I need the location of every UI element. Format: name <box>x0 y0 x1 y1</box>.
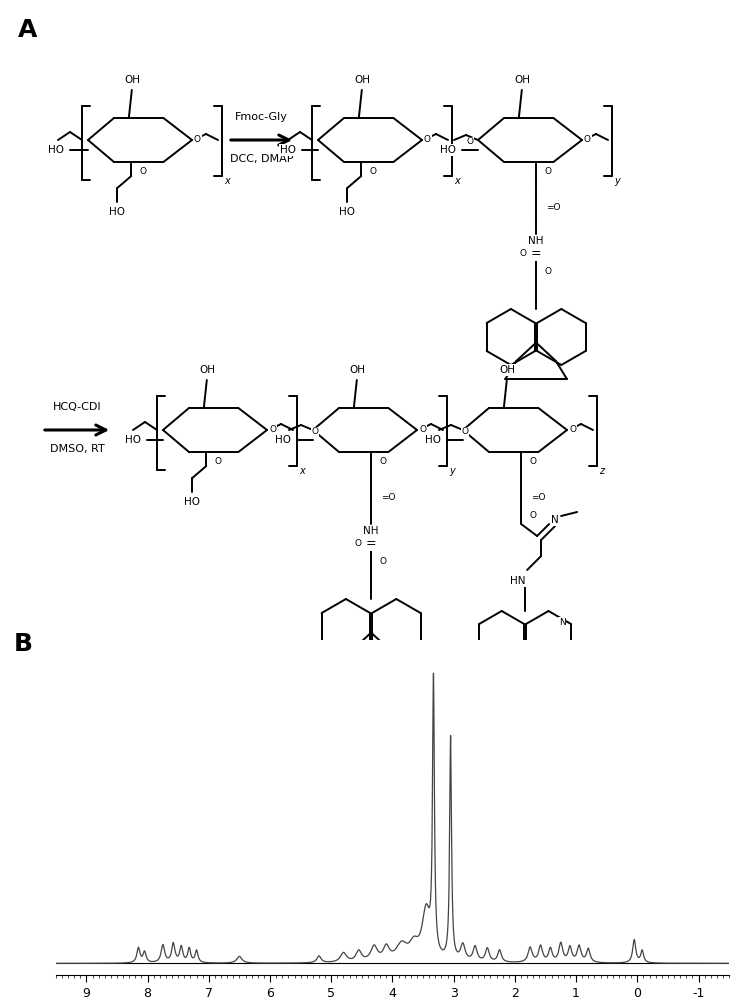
Text: O: O <box>529 512 536 520</box>
Text: O: O <box>544 267 551 276</box>
Text: O: O <box>214 458 221 466</box>
Text: x: x <box>224 176 230 186</box>
Text: x: x <box>454 176 460 186</box>
Text: DCC, DMAP: DCC, DMAP <box>230 154 293 164</box>
Text: HO: HO <box>185 497 200 507</box>
Text: O: O <box>354 540 361 548</box>
Text: Fmoc-Gly: Fmoc-Gly <box>235 112 288 122</box>
Text: OH: OH <box>125 75 141 85</box>
Text: O: O <box>194 135 201 144</box>
Text: OH: OH <box>355 75 371 85</box>
Text: O: O <box>424 135 431 144</box>
Text: O: O <box>569 426 576 434</box>
Text: =O: =O <box>531 492 545 502</box>
Text: Cl: Cl <box>489 666 499 676</box>
Text: O: O <box>312 428 318 436</box>
Text: =: = <box>366 538 376 550</box>
Text: O: O <box>139 167 147 176</box>
Text: O: O <box>519 249 526 258</box>
Text: =: = <box>530 247 542 260</box>
Text: O: O <box>419 426 426 434</box>
Text: DMSO, RT: DMSO, RT <box>50 444 104 454</box>
Text: O: O <box>379 458 386 466</box>
Text: A: A <box>18 18 37 42</box>
Text: x: x <box>299 466 305 476</box>
Text: N: N <box>551 515 559 525</box>
Text: OH: OH <box>515 75 530 85</box>
Text: N: N <box>559 618 565 627</box>
Text: z: z <box>599 466 604 476</box>
Text: HO: HO <box>339 207 356 217</box>
Text: OH: OH <box>350 365 366 375</box>
Text: NH: NH <box>363 526 379 536</box>
Text: HO: HO <box>440 145 456 155</box>
Text: O: O <box>466 137 473 146</box>
Text: HO: HO <box>125 435 141 445</box>
Text: HN: HN <box>510 576 525 586</box>
Text: HO: HO <box>425 435 441 445</box>
Text: HCQ-CDI: HCQ-CDI <box>53 402 101 412</box>
Text: HO: HO <box>48 145 64 155</box>
Text: O: O <box>529 458 536 466</box>
Text: HO: HO <box>275 435 291 445</box>
Text: O: O <box>544 167 551 176</box>
Text: =O: =O <box>546 204 561 213</box>
Text: O: O <box>584 135 591 144</box>
Text: NH: NH <box>528 236 544 246</box>
Text: OH: OH <box>200 365 216 375</box>
Text: y: y <box>449 466 455 476</box>
Text: =O: =O <box>381 493 396 502</box>
Text: O: O <box>369 167 376 176</box>
Text: HO: HO <box>109 207 125 217</box>
Text: O: O <box>461 428 469 436</box>
Text: OH: OH <box>500 365 516 375</box>
Text: HO: HO <box>280 145 296 155</box>
Text: y: y <box>614 176 620 186</box>
Text: B: B <box>13 632 33 656</box>
Text: O: O <box>269 426 276 434</box>
Text: O: O <box>379 558 386 566</box>
